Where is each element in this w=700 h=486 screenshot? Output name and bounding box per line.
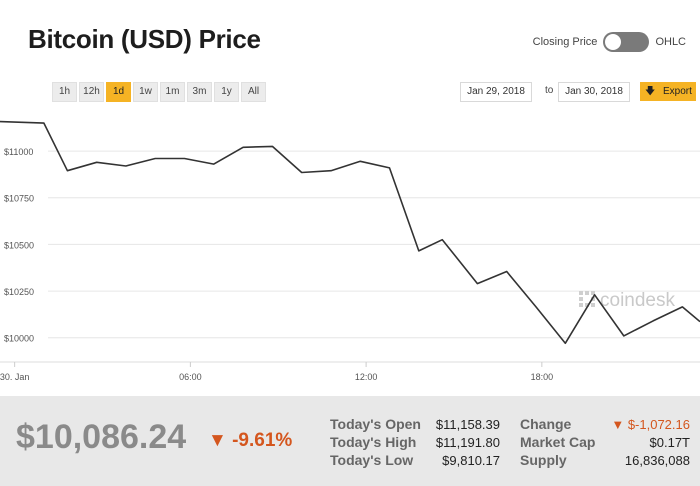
watermark-dot: [579, 297, 583, 301]
x-tick-label: 12:00: [355, 372, 378, 382]
today-open-label: Today's Open: [330, 416, 421, 432]
price-data-point: [506, 271, 508, 273]
price-data-point: [242, 147, 244, 149]
price-chart: coindesk $10000$10250$10500$10750$11000 …: [0, 120, 700, 382]
price-data-point: [301, 172, 303, 174]
change-label: Change: [520, 416, 572, 432]
range-button-1d[interactable]: 1d: [106, 82, 131, 102]
price-data-point: [213, 163, 215, 165]
range-button-1h[interactable]: 1h: [52, 82, 77, 102]
today-low-value: $9,810.17: [442, 453, 500, 468]
toggle-knob: [605, 34, 622, 50]
watermark-dot: [579, 291, 583, 295]
y-axis: $10000 $10250 $10500 $10750 $11000: [4, 147, 34, 344]
price-data-point: [564, 343, 566, 345]
range-button-all[interactable]: All: [241, 82, 266, 102]
date-to-label: to: [545, 85, 554, 96]
price-data-point: [594, 294, 596, 296]
watermark-dot: [591, 303, 595, 307]
chart-mode-toggle[interactable]: [603, 32, 650, 52]
price-data-point: [154, 158, 156, 160]
x-tick-label: 06:00: [179, 372, 202, 382]
price-summary-footer: $10,086.24 ▼ -9.61% Today's Open $11,158…: [0, 396, 700, 486]
range-button-12h[interactable]: 12h: [79, 82, 104, 102]
watermark-dot: [591, 297, 595, 301]
supply-value: 16,836,088: [624, 453, 690, 468]
market-cap-label: Market Cap: [520, 434, 596, 450]
price-data-point: [67, 170, 69, 172]
price-data-point: [330, 170, 332, 172]
x-tick-label: 18:00: [531, 372, 554, 382]
range-button-1w[interactable]: 1w: [133, 82, 158, 102]
price-data-point: [272, 146, 274, 148]
range-button-1m[interactable]: 1m: [160, 82, 185, 102]
price-series-line: [0, 120, 700, 345]
price-data-point: [623, 335, 625, 337]
watermark-text: coindesk: [600, 290, 675, 311]
supply-label: Supply: [520, 452, 567, 468]
price-data-point: [184, 158, 186, 160]
range-button-1y[interactable]: 1y: [214, 82, 239, 102]
today-high-value: $11,191.80: [435, 435, 500, 450]
chart-mode-toggle-group: Closing Price OHLC: [533, 32, 686, 52]
date-from-input[interactable]: Jan 29, 2018: [460, 82, 532, 102]
today-open-value: $11,158.39: [435, 417, 500, 432]
price-data-point: [682, 306, 684, 308]
x-tick-label: 30. Jan: [0, 372, 29, 382]
range-selector: 1h 12h 1d 1w 1m 3m 1y All: [52, 82, 266, 102]
y-tick-label: $11000: [4, 147, 33, 157]
price-data-point: [441, 239, 443, 241]
range-button-3m[interactable]: 3m: [187, 82, 212, 102]
y-tick-label: $10250: [4, 287, 34, 297]
price-data-point: [43, 122, 45, 124]
today-low-label: Today's Low: [330, 452, 414, 468]
price-data-point: [535, 306, 537, 308]
y-tick-label: $10750: [4, 194, 34, 204]
price-change-percent: ▼ -9.61%: [208, 430, 293, 451]
export-label: Export: [663, 86, 692, 97]
y-tick-label: $10000: [4, 334, 34, 344]
y-tick-label: $10500: [4, 240, 34, 250]
series-layer: [0, 120, 700, 345]
watermark-dot: [591, 291, 595, 295]
down-arrow-icon: 🡇: [645, 86, 656, 97]
today-high-label: Today's High: [330, 434, 417, 450]
coindesk-watermark: coindesk: [579, 290, 675, 311]
page-title: Bitcoin (USD) Price: [28, 24, 261, 54]
x-axis: 30. Jan 06:00 12:00 18:00: [0, 361, 700, 382]
price-data-point: [125, 165, 127, 167]
price-data-point: [477, 283, 479, 285]
watermark-dot: [579, 303, 583, 307]
watermark-dot: [585, 303, 589, 307]
export-button[interactable]: 🡇 Export: [640, 82, 696, 101]
price-data-point: [359, 161, 361, 163]
date-to-input[interactable]: Jan 30, 2018: [558, 82, 630, 102]
market-cap-value: $0.17T: [649, 435, 690, 450]
ohlc-label: OHLC: [655, 36, 686, 48]
price-data-point: [389, 167, 391, 169]
watermark-dot: [585, 291, 589, 295]
price-data-point: [652, 320, 654, 322]
price-data-point: [96, 161, 98, 163]
price-data-point: [418, 250, 420, 252]
current-price: $10,086.24: [16, 418, 187, 456]
closing-price-label: Closing Price: [532, 36, 598, 48]
change-value: ▼ $-1,072.16: [611, 417, 690, 432]
